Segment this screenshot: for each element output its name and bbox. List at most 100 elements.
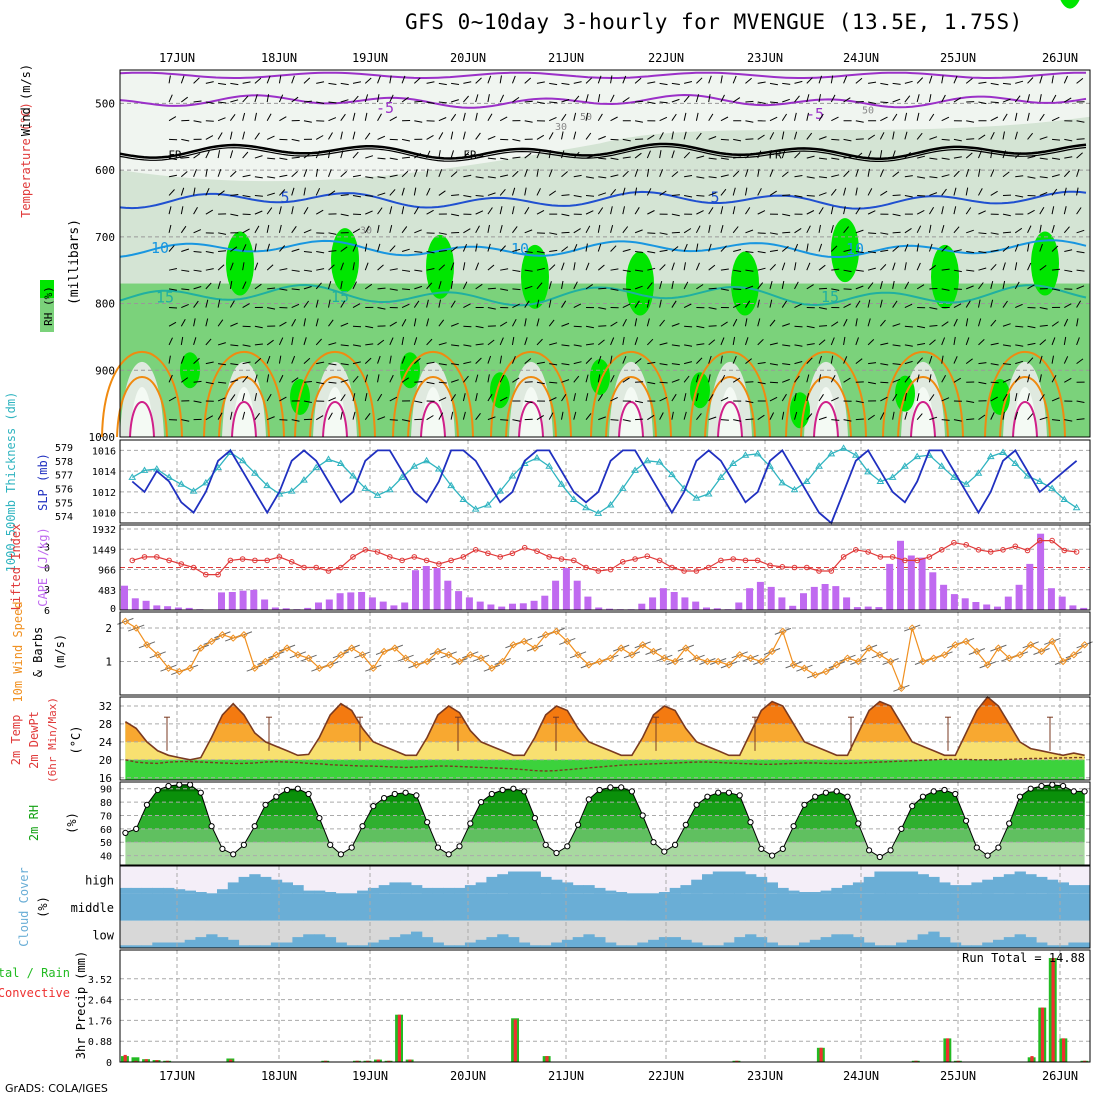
rh-contour-label: 50	[862, 105, 874, 116]
wind-barb	[610, 206, 613, 215]
wind-barb	[1027, 243, 1030, 252]
wind-barb	[1027, 209, 1035, 215]
wind-barb	[548, 299, 552, 308]
wind-barb	[266, 113, 272, 121]
lifted-index-point	[472, 547, 479, 553]
wind-barb	[965, 300, 971, 308]
cloud-bar-middle	[842, 898, 854, 921]
cloud-bar-low	[163, 942, 175, 948]
wind-barb	[953, 336, 956, 346]
wind-barb	[389, 337, 394, 346]
wind-barb	[634, 187, 638, 196]
wind-barb	[892, 98, 901, 103]
wind-barb	[438, 232, 447, 235]
cloud-bar-high	[378, 885, 390, 894]
wind-barb	[180, 336, 184, 346]
lifted-index-point	[902, 557, 908, 564]
wind-speed-point	[154, 651, 162, 659]
cloud-bar-low	[238, 945, 250, 948]
wind-barb	[916, 357, 923, 364]
rh-point	[165, 782, 172, 790]
wind-barb	[340, 99, 349, 103]
wind-barb	[426, 361, 435, 365]
wind-barb	[1014, 375, 1021, 383]
cape-bar	[659, 588, 667, 610]
wind-barb	[291, 248, 300, 252]
wind-barb	[855, 318, 858, 327]
thickness-point	[508, 471, 517, 479]
wind-barb	[328, 82, 337, 85]
wind-barb	[794, 95, 800, 103]
wind-barb	[511, 75, 516, 84]
wind-barb	[855, 229, 864, 234]
wind-barb	[414, 120, 423, 123]
wind-barb	[830, 94, 836, 103]
cape-bar	[681, 597, 689, 610]
wind-barb	[451, 344, 460, 347]
wind-barb	[573, 131, 577, 140]
cloud-bar-middle	[820, 898, 832, 921]
wind-barb	[524, 77, 532, 84]
wind-barb	[855, 418, 864, 421]
wind-barb	[597, 374, 601, 383]
wind-barb	[242, 375, 249, 383]
rh-point	[208, 823, 215, 830]
wind-barb	[315, 168, 319, 177]
wind-barb	[462, 243, 468, 252]
wind-barb	[585, 283, 593, 290]
wind-barb	[1051, 224, 1055, 233]
lifted-index-point	[951, 539, 957, 546]
wind-barb	[941, 245, 948, 252]
lifted-index-point	[644, 553, 651, 560]
wind-barb	[573, 375, 580, 383]
wind-barb	[880, 396, 888, 402]
wind-barb	[1076, 400, 1085, 403]
wind-barb	[634, 300, 640, 308]
wind-barb	[450, 246, 458, 252]
lifted-index-point	[215, 571, 221, 578]
wind-barb	[524, 187, 527, 196]
lifted-index-point	[178, 561, 185, 567]
wind-barb	[217, 412, 223, 420]
wind-barb	[830, 337, 835, 346]
wind-barb	[328, 397, 337, 402]
wind-barb	[524, 381, 533, 383]
wind-barb	[168, 288, 177, 291]
wind-speed-point	[509, 641, 518, 649]
wind-barb	[426, 150, 431, 159]
wind-barb	[1027, 413, 1034, 420]
wind-barb	[831, 419, 840, 421]
cloud-bar-high	[928, 876, 940, 894]
wind-barb	[426, 299, 429, 308]
wind-barb	[364, 112, 368, 121]
wind-barb	[806, 112, 809, 121]
cape-bar	[692, 601, 700, 610]
wind-barb	[966, 229, 974, 234]
wind-barb	[352, 174, 361, 178]
lifted-index-point	[399, 557, 405, 564]
cloud-bar-middle	[367, 898, 380, 921]
wind-barb	[254, 155, 263, 159]
wind-barb	[548, 412, 554, 420]
rh-point	[984, 852, 991, 859]
wind-barb	[500, 268, 509, 271]
rh-tick-label: 80	[100, 798, 112, 809]
cape-bar	[1080, 607, 1088, 610]
cloud-bar-low	[1046, 945, 1059, 948]
cape-bar	[843, 597, 851, 610]
wind-speed-point	[337, 651, 345, 659]
thickness-point	[950, 473, 958, 480]
wind-barb	[242, 303, 250, 308]
wind-barb	[610, 75, 613, 84]
cloud-bar-low	[249, 945, 261, 948]
wind-barb	[573, 411, 577, 420]
wind-barb	[953, 226, 960, 234]
wind-barb	[806, 94, 810, 103]
wind-barb	[647, 414, 655, 421]
cape-bar	[853, 607, 861, 610]
wind-barb	[168, 355, 171, 364]
thickness-point	[888, 473, 897, 480]
wind-barb	[229, 411, 233, 420]
wind-barb	[487, 355, 492, 364]
wind-barb	[585, 243, 588, 252]
